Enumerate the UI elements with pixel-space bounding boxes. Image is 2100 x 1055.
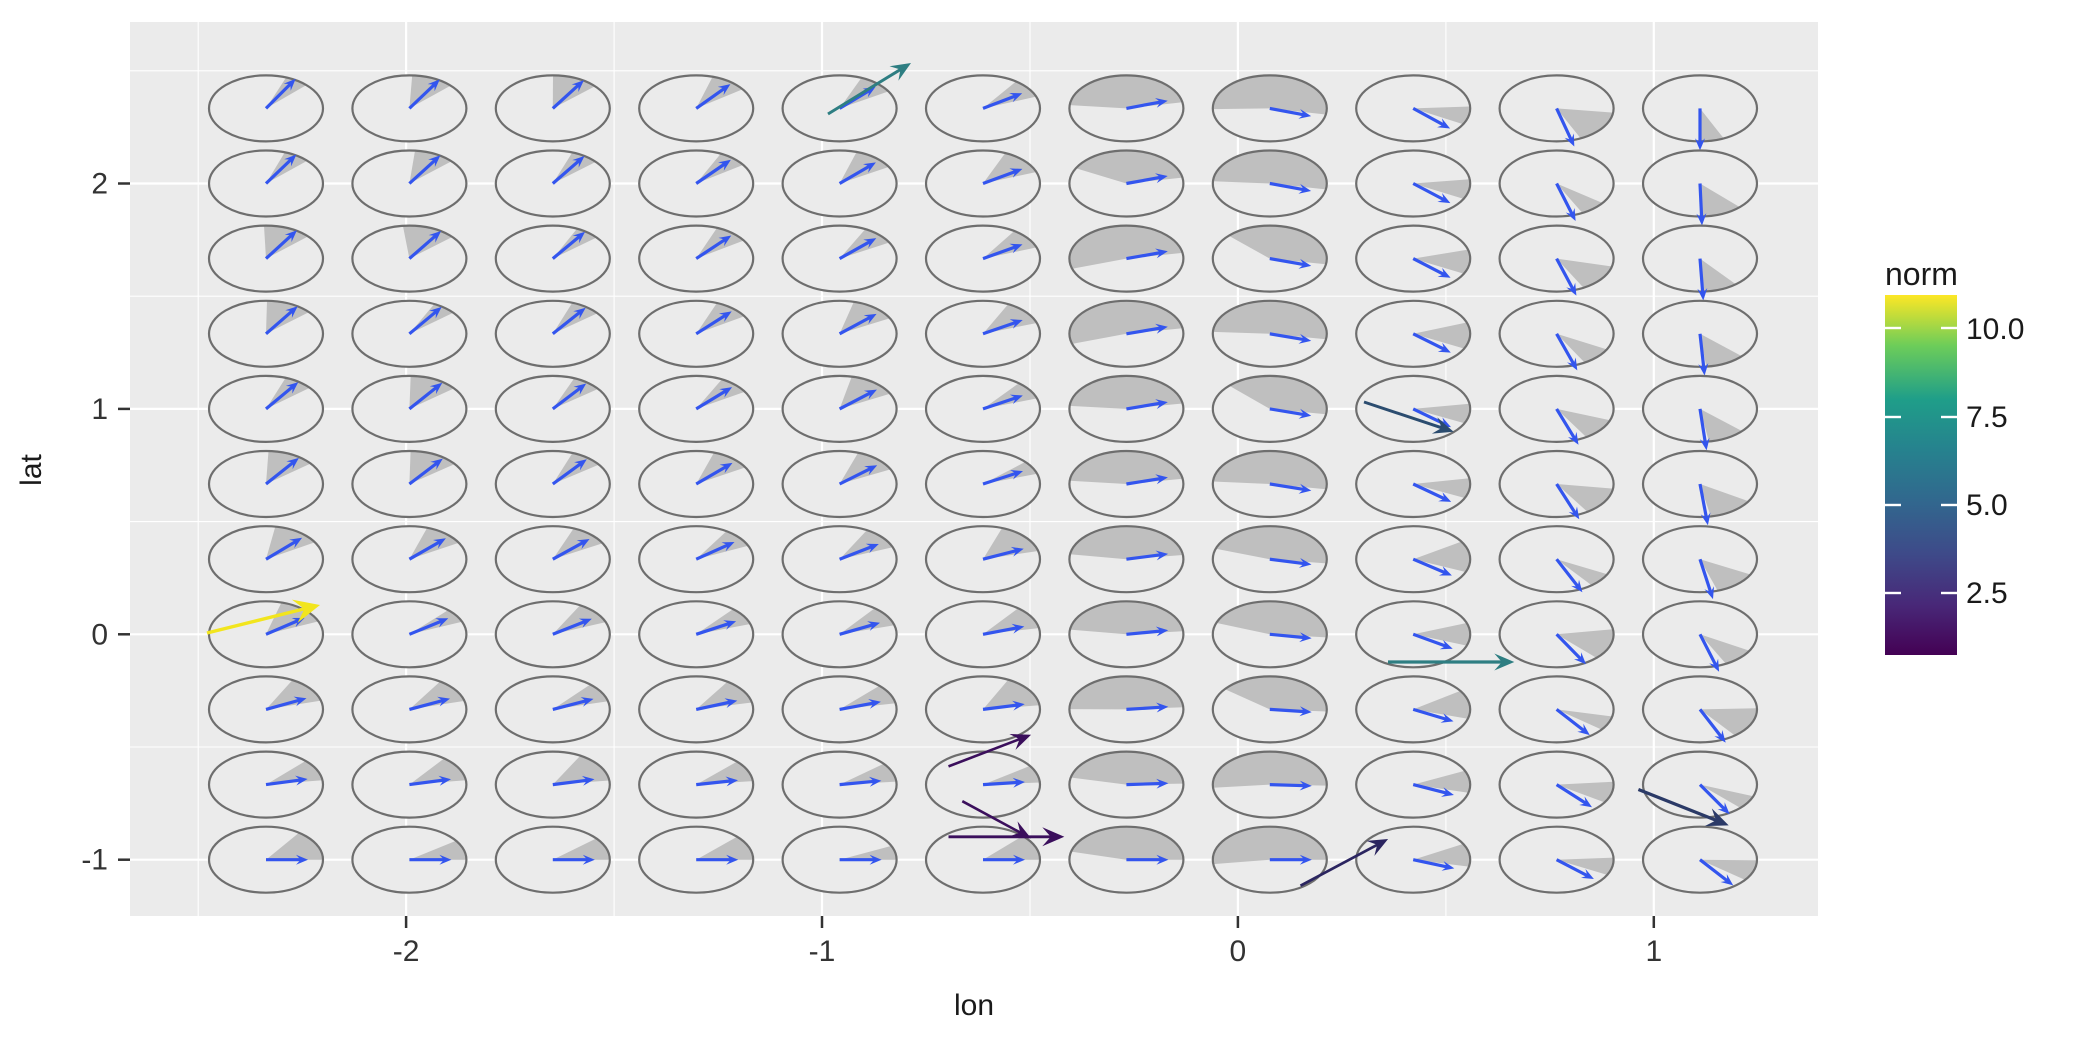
svg-text:-1: -1 (809, 935, 836, 968)
svg-text:lon: lon (954, 989, 994, 1022)
svg-text:-1: -1 (81, 844, 108, 877)
svg-text:5.0: 5.0 (1966, 489, 2008, 522)
svg-text:7.5: 7.5 (1966, 401, 2008, 434)
svg-text:1: 1 (1645, 935, 1662, 968)
svg-text:2: 2 (91, 168, 108, 201)
svg-text:0: 0 (91, 618, 108, 651)
svg-text:norm: norm (1885, 256, 1958, 292)
svg-text:2.5: 2.5 (1966, 577, 2008, 610)
svg-text:lat: lat (15, 453, 48, 485)
svg-text:10.0: 10.0 (1966, 313, 2024, 346)
svg-text:-2: -2 (393, 935, 420, 968)
svg-text:1: 1 (91, 393, 108, 426)
svg-text:0: 0 (1230, 935, 1247, 968)
